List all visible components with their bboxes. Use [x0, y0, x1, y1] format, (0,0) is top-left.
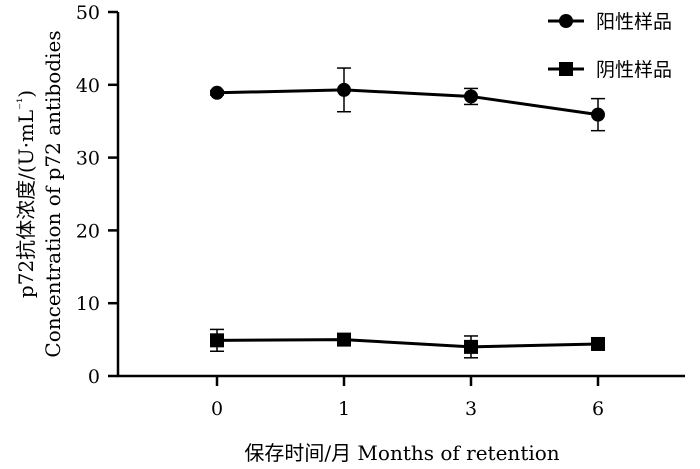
data-point	[591, 107, 605, 122]
data-point	[337, 332, 351, 347]
legend-item-1: 阳性样品	[548, 11, 672, 33]
y-tick-label: 20	[76, 220, 100, 242]
y-tick-label: 10	[76, 293, 100, 315]
y-axis-title-en: Concentration of p72 antibodies	[41, 30, 65, 357]
data-point	[464, 339, 478, 354]
series-1	[210, 67, 605, 132]
y-axis-title: p72抗体浓度/(U·mL⁻¹) Concentration of p72 an…	[14, 30, 65, 357]
legend-marker	[559, 14, 573, 28]
series-line	[216, 88, 599, 117]
x-tick-label: 0	[211, 398, 223, 420]
y-tick-label: 30	[76, 148, 100, 170]
y-axis-title-cn: p72抗体浓度/(U·mL⁻¹)	[14, 90, 38, 298]
data-point	[337, 82, 351, 97]
y-tick-label: 0	[88, 366, 100, 388]
y-tick-label: 50	[76, 2, 100, 24]
legend-label: 阳性样品	[596, 11, 672, 33]
data-point	[464, 89, 478, 104]
x-tick-label: 6	[592, 398, 604, 420]
legend-item-2: 阴性样品	[548, 59, 672, 81]
y-tick-label: 40	[76, 75, 100, 97]
data-point	[591, 336, 605, 351]
data-point	[210, 85, 224, 100]
axes	[116, 12, 685, 378]
x-ticks: 0 1 3 6	[211, 376, 604, 420]
x-tick-label: 3	[465, 398, 477, 420]
data-point	[210, 333, 224, 348]
x-tick-label: 1	[338, 398, 350, 420]
series-layer	[210, 67, 605, 359]
legend-marker	[559, 62, 573, 76]
y-ticks: 0 10 20 30 40 50	[76, 2, 118, 388]
x-axis-title: 保存时间/月 Months of retention	[244, 441, 559, 465]
series-2	[210, 328, 605, 359]
legend-label: 阴性样品	[596, 59, 672, 81]
series-line	[216, 338, 599, 349]
